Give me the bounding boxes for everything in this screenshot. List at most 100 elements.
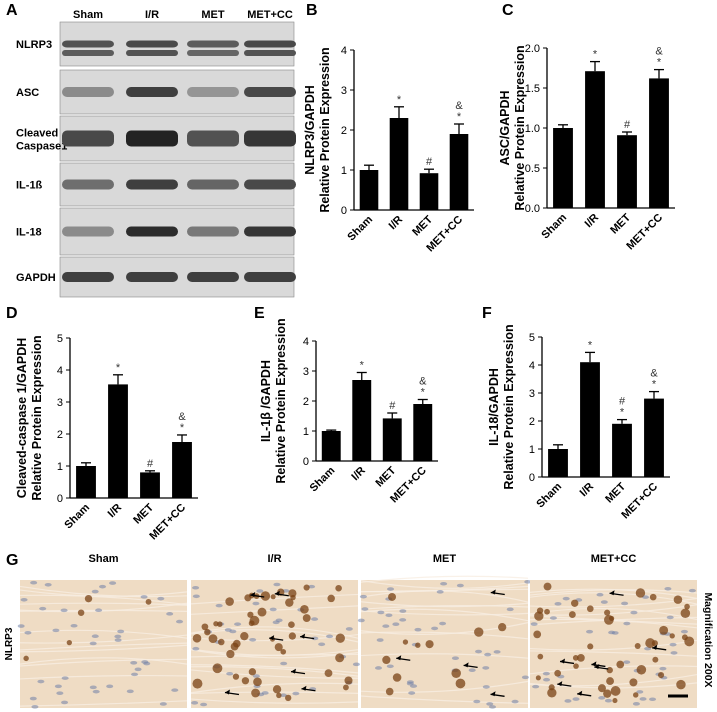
- nucleus: [106, 684, 114, 689]
- nucleus: [192, 646, 200, 651]
- stained-cell: [676, 679, 686, 690]
- muscle-fiber: [19, 674, 188, 680]
- stained-cell: [66, 639, 72, 646]
- y-tick-label: 5: [57, 333, 63, 345]
- nucleus: [252, 674, 260, 678]
- y-tick-label: 3: [303, 366, 309, 378]
- y-tick-label: 5: [529, 332, 535, 344]
- muscle-fiber: [19, 700, 188, 707]
- blot-lane-label: MET: [201, 9, 225, 21]
- stained-cell: [571, 599, 579, 607]
- category-label: I/R: [349, 465, 367, 483]
- y-tick-label: 1: [341, 165, 347, 177]
- stained-cell: [634, 643, 641, 649]
- bar: [644, 398, 664, 477]
- y-tick-label: 0: [341, 205, 347, 217]
- muscle-fiber: [19, 602, 188, 606]
- nucleus: [385, 613, 393, 618]
- bar: [612, 423, 632, 477]
- bar: [76, 466, 96, 498]
- nucleus: [200, 702, 208, 707]
- nucleus: [272, 620, 280, 625]
- arrow-head-icon: [396, 655, 402, 661]
- stained-cell: [204, 628, 211, 636]
- significance-mark: #: [426, 156, 433, 168]
- blot-band: [187, 50, 239, 56]
- y-tick-label: 1: [303, 426, 309, 438]
- panel-letter-f: F: [482, 305, 492, 322]
- stained-cell: [145, 598, 152, 605]
- stained-cell: [603, 689, 612, 698]
- ihc-column-label: MET+CC: [591, 553, 637, 565]
- nucleus: [482, 685, 490, 689]
- stained-cell: [382, 655, 391, 665]
- nucleus: [56, 691, 64, 695]
- blot-band: [187, 87, 239, 97]
- muscle-fiber: [190, 664, 359, 674]
- arrow-head-icon: [490, 589, 496, 595]
- stained-cell: [608, 615, 615, 622]
- nucleus: [408, 691, 416, 695]
- nucleus: [31, 704, 39, 709]
- nucleus: [130, 661, 138, 665]
- stained-cell: [253, 677, 262, 687]
- nucleus: [157, 596, 165, 601]
- stained-cell: [547, 688, 557, 698]
- nucleus: [530, 622, 538, 626]
- significance-mark: #: [619, 396, 626, 408]
- nucleus: [109, 581, 117, 585]
- nucleus: [680, 629, 688, 634]
- panel-letter-b: B: [306, 2, 318, 19]
- nucleus: [688, 588, 696, 593]
- stained-cell: [402, 639, 409, 645]
- nucleus: [60, 608, 68, 613]
- muscle-fiber: [360, 579, 529, 589]
- stained-cell: [335, 633, 345, 643]
- nucleus: [493, 650, 501, 654]
- stained-cell: [680, 608, 691, 619]
- stained-cell: [659, 625, 669, 635]
- nucleus: [114, 634, 122, 639]
- nucleus: [215, 603, 223, 608]
- panel-letter-e: E: [254, 305, 265, 322]
- nucleus: [61, 700, 69, 705]
- stained-cell: [240, 631, 249, 641]
- stained-cell: [217, 638, 225, 646]
- y-tick-label: 3: [57, 397, 63, 409]
- nucleus: [70, 623, 78, 628]
- stained-cell: [684, 636, 695, 647]
- stained-cell: [572, 655, 579, 661]
- significance-mark: *: [588, 339, 593, 351]
- nucleus: [131, 672, 139, 677]
- arrow-head-icon: [463, 662, 469, 668]
- nucleus: [176, 619, 184, 624]
- blot-band: [244, 226, 296, 237]
- stained-cell: [657, 671, 665, 679]
- stained-cell: [392, 673, 402, 682]
- nucleus: [600, 600, 608, 604]
- nucleus: [387, 587, 395, 591]
- nucleus: [91, 634, 99, 639]
- stained-cell: [669, 633, 675, 639]
- category-label: I/R: [106, 502, 124, 520]
- stained-cell: [77, 609, 85, 616]
- nucleus: [436, 590, 444, 594]
- nucleus: [95, 608, 103, 613]
- muscle-fiber: [19, 589, 188, 597]
- blot-band: [244, 130, 296, 147]
- stained-cell: [474, 627, 484, 637]
- stained-cell: [241, 677, 250, 685]
- bar: [172, 442, 192, 498]
- arrow-head-icon: [290, 668, 296, 674]
- stained-cell: [247, 611, 254, 618]
- y-tick-label: 0: [529, 472, 535, 484]
- bar: [580, 362, 600, 477]
- blot-band: [62, 226, 114, 237]
- blot-band: [187, 272, 239, 282]
- nucleus: [399, 618, 407, 622]
- significance-mark: #: [624, 119, 631, 131]
- nucleus: [30, 580, 38, 585]
- y-axis-label: Relative Protein Expression: [513, 45, 527, 210]
- nucleus: [279, 693, 287, 698]
- nucleus: [92, 689, 100, 694]
